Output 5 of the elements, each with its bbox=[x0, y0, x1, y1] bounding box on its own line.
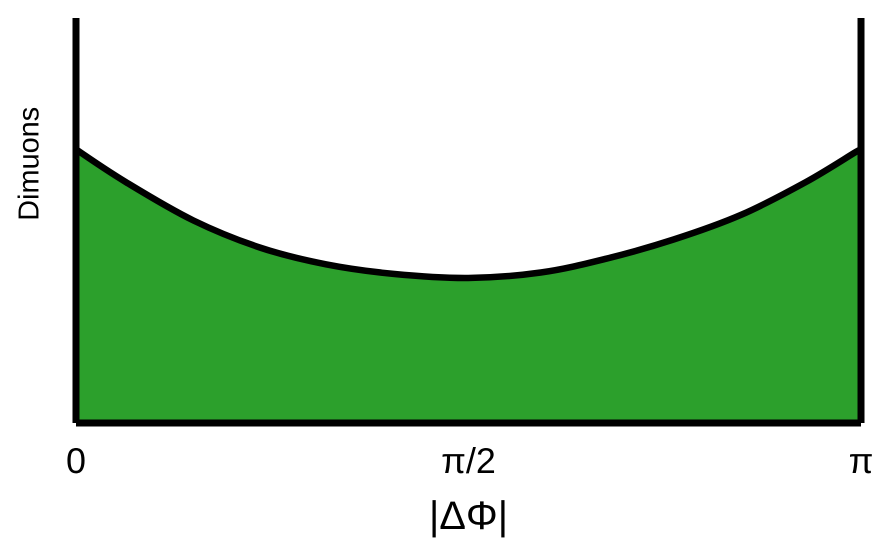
x-tick-label: π bbox=[850, 454, 872, 474]
y-axis-title: Dimuons bbox=[18, 108, 39, 218]
x-tick-label: π/2 bbox=[442, 447, 494, 474]
x-tick-label: 0 bbox=[67, 448, 85, 474]
x-axis-title: |ΔΦ| bbox=[432, 500, 505, 538]
